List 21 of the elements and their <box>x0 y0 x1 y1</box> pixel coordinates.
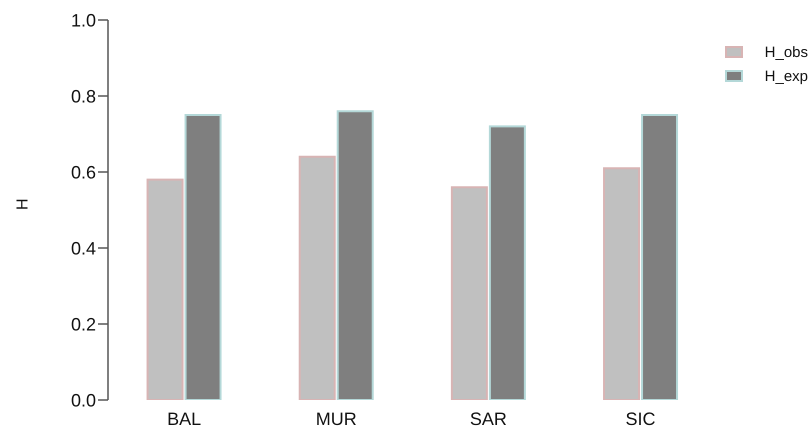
bar <box>450 186 488 400</box>
bar <box>298 156 336 400</box>
y-tick-label: 0.2 <box>70 314 96 334</box>
y-tick-label: 1.0 <box>70 10 96 30</box>
y-tick-label: 0.6 <box>70 162 96 182</box>
y-tick-label: 0.4 <box>70 238 96 258</box>
y-axis-title: H <box>14 198 32 210</box>
bar <box>488 125 526 400</box>
bar <box>184 114 222 400</box>
legend-label: H_obs <box>764 44 808 60</box>
x-tick-label: SIC <box>626 408 656 429</box>
y-tick-label: 0.8 <box>70 86 96 106</box>
bar <box>336 110 374 400</box>
bar <box>603 167 640 400</box>
x-tick-label: MUR <box>316 408 357 429</box>
bar <box>641 114 678 400</box>
y-tick-label: 0.0 <box>70 390 96 410</box>
bar <box>146 178 184 400</box>
x-tick-label: SAR <box>470 408 507 429</box>
x-tick-label: BAL <box>167 408 202 429</box>
legend-label: H_exp <box>764 68 808 84</box>
